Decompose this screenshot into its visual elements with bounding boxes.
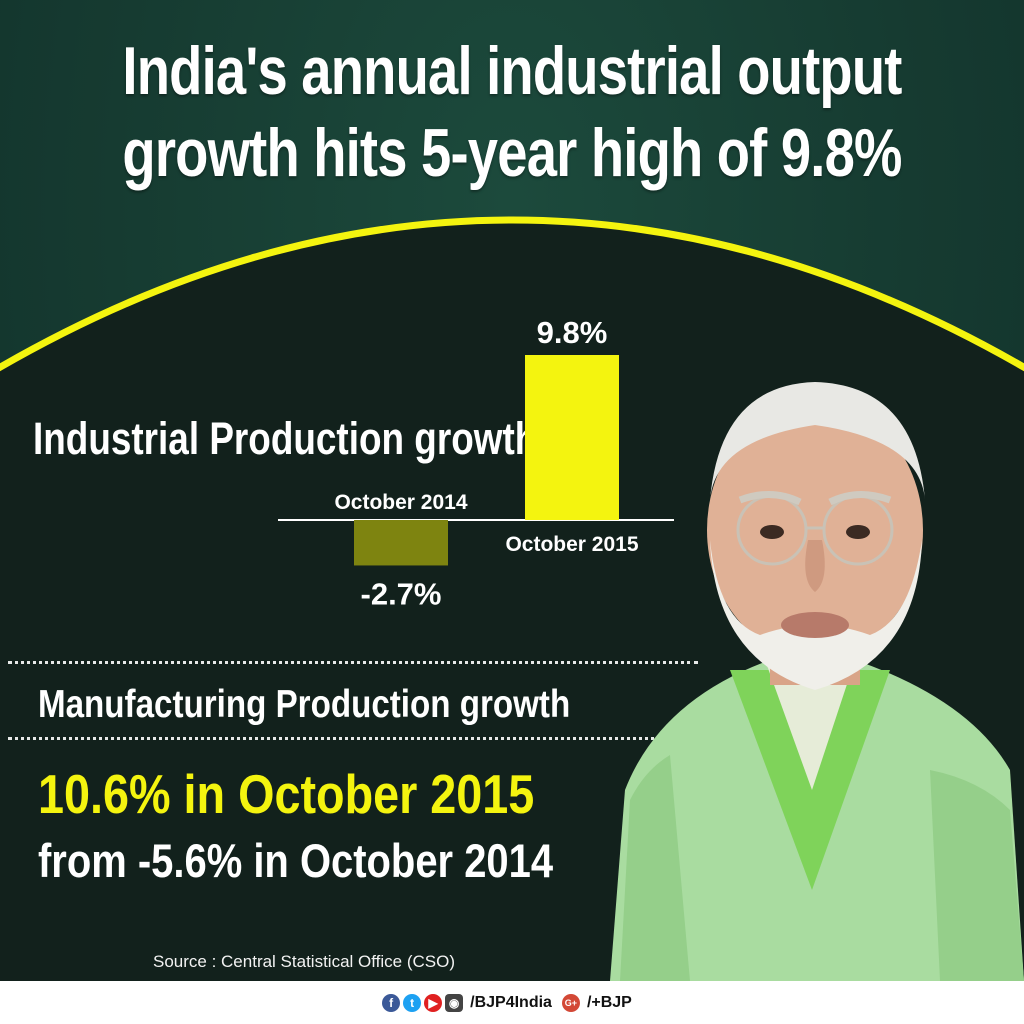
manufacturing-growth-2015: 10.6% in October 2015	[38, 763, 535, 825]
social-handle[interactable]: /BJP4India	[470, 993, 552, 1011]
footer-bar: f t ▶ ◉ /BJP4India G+ /+BJP	[0, 981, 1024, 1024]
instagram-icon[interactable]: ◉	[445, 993, 464, 1012]
twitter-icon[interactable]: t	[403, 993, 422, 1012]
portrait-illustration	[610, 382, 1024, 981]
google-plus-handle[interactable]: /+BJP	[586, 993, 632, 1011]
headline-line-2: growth hits 5-year high of 9.8%	[122, 115, 902, 191]
dotted-divider-top	[8, 661, 698, 664]
headline-line-1: India's annual industrial output	[122, 33, 902, 109]
manufacturing-title: Manufacturing Production growth	[38, 683, 571, 726]
category-label-october-2014: October 2014	[334, 491, 467, 514]
dotted-divider-bottom	[8, 737, 698, 740]
data-label-october-2014: -2.7%	[361, 576, 442, 611]
category-label-october-2015: October 2015	[505, 533, 638, 556]
bar-october-2014	[354, 520, 448, 566]
data-label-october-2015: 9.8%	[537, 315, 608, 350]
yellow-arc-stroke	[0, 216, 1024, 372]
facebook-icon[interactable]: f	[382, 993, 401, 1012]
source-note: Source : Central Statistical Office (CSO…	[153, 952, 456, 971]
google-plus-icon[interactable]: G+	[561, 993, 580, 1012]
chart-title: Industrial Production growth	[33, 413, 538, 464]
youtube-icon[interactable]: ▶	[424, 993, 443, 1012]
bar-october-2015	[525, 355, 619, 520]
manufacturing-growth-2014: from -5.6% in October 2014	[38, 834, 554, 887]
